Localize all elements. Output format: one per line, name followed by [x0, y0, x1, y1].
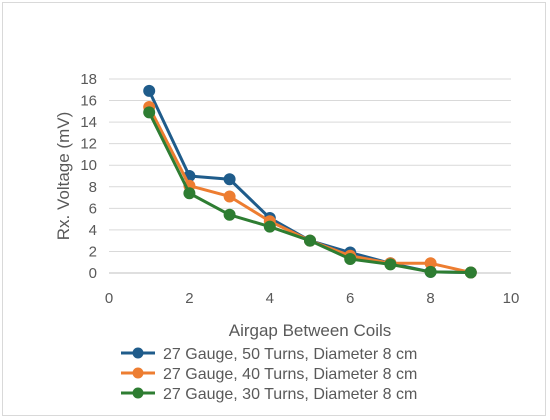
- y-tick-label: 6: [89, 200, 97, 217]
- data-point: [424, 265, 437, 278]
- series-lines: [143, 84, 477, 279]
- chart-frame: 0 2 4 6 8 10 12 14 16 18 0 2 4 6 8 10 Rx. Voltage (mV) …: [2, 2, 546, 416]
- data-point: [223, 173, 236, 186]
- y-tick-label: 12: [80, 136, 97, 153]
- data-point: [464, 266, 477, 279]
- data-point: [344, 252, 357, 265]
- series-line: [147, 106, 472, 274]
- gridlines: [109, 78, 511, 252]
- data-point: [143, 106, 156, 119]
- x-axis-title: Airgap Between Coils: [229, 321, 392, 340]
- y-tick-label: 14: [80, 114, 97, 131]
- y-tick-label: 8: [89, 179, 97, 196]
- tick-labels: 0 2 4 6 8 10 12 14 16 18 0 2 4 6 8 10: [80, 71, 519, 307]
- y-tick-label: 10: [80, 157, 97, 174]
- data-point: [143, 84, 156, 97]
- legend-label: 27 Gauge, 30 Turns, Diameter 8 cm: [163, 386, 417, 403]
- x-tick-label: 4: [266, 290, 274, 307]
- y-tick-label: 16: [80, 93, 97, 110]
- legend: 27 Gauge, 50 Turns, Diameter 8 cm 27 Gaug…: [121, 346, 417, 403]
- y-tick-label: 18: [80, 71, 97, 88]
- legend-swatch-marker: [132, 367, 144, 379]
- x-tick-label: 2: [185, 290, 193, 307]
- data-point: [183, 187, 196, 200]
- series-3: [143, 106, 477, 279]
- data-point: [223, 208, 236, 221]
- y-tick-label: 4: [89, 222, 97, 239]
- y-tick-label: 0: [89, 265, 97, 282]
- data-point: [223, 190, 236, 203]
- x-tick-label: 6: [346, 290, 354, 307]
- series-line: [147, 111, 471, 274]
- y-axis-title: Rx. Voltage (mV): [54, 112, 73, 241]
- legend-item: 27 Gauge, 40 Turns, Diameter 8 cm: [121, 366, 417, 383]
- data-point: [263, 220, 276, 233]
- data-point: [384, 258, 397, 271]
- legend-item: 27 Gauge, 50 Turns, Diameter 8 cm: [121, 346, 417, 363]
- legend-swatch-marker: [132, 347, 144, 359]
- legend-label: 27 Gauge, 50 Turns, Diameter 8 cm: [163, 346, 417, 363]
- legend-item: 27 Gauge, 30 Turns, Diameter 8 cm: [121, 386, 417, 403]
- legend-label: 27 Gauge, 40 Turns, Diameter 8 cm: [163, 366, 417, 383]
- x-tick-label: 10: [503, 290, 520, 307]
- x-tick-label: 0: [105, 290, 113, 307]
- y-tick-label: 2: [89, 243, 97, 260]
- x-tick-label: 8: [426, 290, 434, 307]
- data-point: [304, 234, 316, 247]
- legend-swatch-marker: [132, 387, 144, 399]
